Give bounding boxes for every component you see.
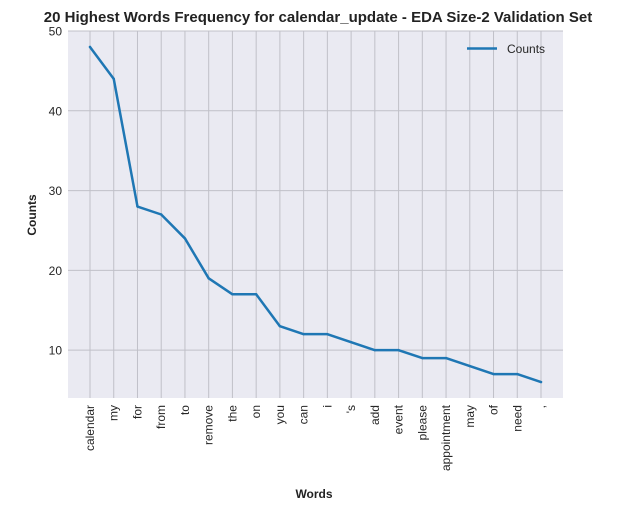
x-tick-label: of — [487, 404, 501, 415]
data-point — [136, 205, 139, 208]
series-line-counts — [88, 45, 543, 384]
legend-entry-counts: Counts — [507, 42, 545, 56]
x-tick-labels: calendar my for from to remove the on you can i 's a… — [83, 404, 548, 471]
x-tick-label: my — [107, 405, 121, 421]
data-point — [349, 340, 353, 344]
x-tick-label: from — [154, 405, 168, 429]
plot-area — [68, 31, 563, 398]
y-tick-label: 10 — [49, 344, 63, 358]
y-tick-label: 20 — [49, 264, 63, 278]
data-point — [516, 372, 519, 376]
legend: Counts — [467, 42, 545, 56]
x-tick-label: on — [249, 405, 263, 418]
x-tick-label: you — [273, 405, 287, 424]
x-tick-label: add — [368, 405, 382, 425]
data-point — [302, 332, 305, 336]
x-tick-label: event — [392, 404, 406, 434]
data-point — [231, 293, 234, 296]
data-point — [112, 77, 115, 81]
data-point — [254, 293, 258, 296]
data-point — [278, 324, 282, 328]
x-tick-label: to — [178, 405, 192, 415]
series-group — [88, 45, 543, 384]
data-point — [326, 332, 329, 336]
x-tick-label: , — [534, 405, 548, 408]
x-tick-label: calendar — [83, 405, 97, 451]
x-tick-label: 's — [344, 405, 358, 413]
y-tick-label: 40 — [49, 104, 63, 118]
x-tick-label: for — [130, 405, 144, 419]
x-axis-label: Words — [295, 487, 332, 501]
y-axis-label: Counts — [25, 194, 39, 236]
chart-title: 20 Highest Words Frequency for calendar_… — [44, 9, 592, 26]
x-tick-label: can — [297, 405, 311, 424]
data-point — [397, 348, 400, 352]
y-tick-label: 30 — [49, 184, 63, 198]
data-point — [539, 380, 543, 384]
data-point — [207, 277, 210, 280]
data-point — [468, 364, 471, 368]
y-tick-labels: 10 20 30 40 50 — [49, 25, 63, 358]
data-point — [373, 348, 377, 352]
data-point — [88, 45, 92, 49]
x-tick-label: remove — [202, 405, 216, 445]
data-point — [183, 237, 187, 240]
x-tick-label: i — [320, 405, 334, 408]
data-point — [421, 356, 424, 360]
grid — [68, 30, 563, 398]
x-tick-label: the — [225, 405, 239, 422]
x-tick-label: may — [463, 405, 477, 428]
data-point — [444, 356, 448, 360]
data-point — [492, 372, 495, 376]
x-tick-label: need — [510, 405, 524, 432]
x-tick-label: please — [415, 405, 429, 441]
data-point — [160, 213, 163, 216]
x-tick-label: appointment — [439, 404, 453, 471]
y-tick-label: 50 — [49, 25, 63, 39]
